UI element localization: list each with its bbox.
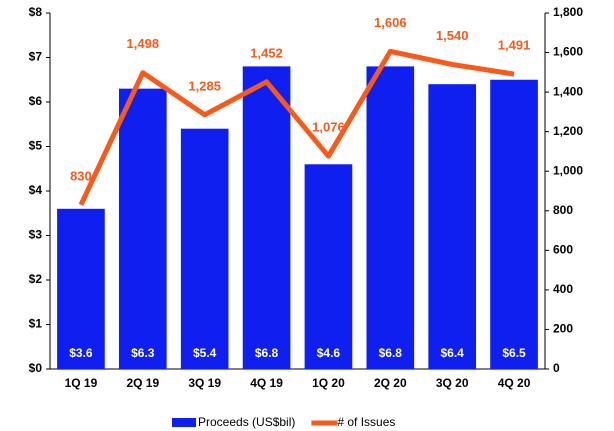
y2-tick-label: 400 bbox=[553, 282, 573, 296]
bar-value-label: $5.4 bbox=[193, 346, 217, 360]
x-tick-label: 2Q 19 bbox=[126, 376, 159, 390]
bar bbox=[180, 128, 229, 369]
y-tick-label: $1 bbox=[29, 317, 43, 331]
bar bbox=[304, 164, 353, 369]
bar bbox=[366, 66, 415, 370]
bar-value-label: $6.8 bbox=[255, 346, 279, 360]
y-tick-label: $6 bbox=[29, 94, 43, 108]
line-value-label: 1,076 bbox=[312, 120, 345, 135]
x-tick-label: 3Q 19 bbox=[188, 376, 221, 390]
line-value-label: 1,498 bbox=[127, 36, 160, 51]
bar bbox=[57, 208, 105, 369]
y2-tick-label: 1,200 bbox=[553, 124, 583, 138]
x-tick-label: 1Q 19 bbox=[65, 376, 98, 390]
bar bbox=[490, 79, 538, 369]
bar-value-label: $6.3 bbox=[131, 346, 155, 360]
bar-value-label: $3.6 bbox=[69, 346, 93, 360]
y-tick-label: $5 bbox=[29, 139, 43, 153]
y-tick-label: $0 bbox=[29, 361, 43, 375]
y-tick-label: $7 bbox=[29, 50, 43, 64]
x-tick-label: 4Q 19 bbox=[250, 376, 283, 390]
y2-tick-label: 1,600 bbox=[553, 45, 583, 59]
y2-tick-label: 1,000 bbox=[553, 163, 583, 177]
line-value-label: 1,606 bbox=[374, 15, 407, 30]
legend-label: # of Issues bbox=[337, 415, 395, 429]
y2-tick-label: 1,800 bbox=[553, 5, 583, 19]
x-tick-label: 1Q 20 bbox=[312, 376, 345, 390]
bar-value-label: $6.4 bbox=[441, 346, 465, 360]
line-value-label: 830 bbox=[70, 168, 92, 183]
legend: Proceeds (US$bil) # of Issues bbox=[172, 415, 395, 429]
x-tick-label: 3Q 20 bbox=[436, 376, 469, 390]
line-value-label: 1,540 bbox=[436, 28, 469, 43]
y-tick-label: $3 bbox=[29, 228, 43, 242]
y2-tick-label: 200 bbox=[553, 322, 573, 336]
line-value-label: 1,452 bbox=[250, 45, 283, 60]
y2-tick-label: 1,400 bbox=[553, 84, 583, 98]
bar-value-label: $4.6 bbox=[317, 346, 341, 360]
line-value-label: 1,285 bbox=[188, 78, 221, 93]
bar bbox=[428, 84, 477, 369]
y-tick-label: $4 bbox=[29, 183, 43, 197]
x-tick-label: 2Q 20 bbox=[374, 376, 407, 390]
y2-tick-label: 800 bbox=[553, 203, 573, 217]
y2-tick-label: 600 bbox=[553, 243, 573, 257]
y-tick-label: $2 bbox=[29, 272, 43, 286]
line-value-label: 1,491 bbox=[498, 38, 531, 53]
line bbox=[78, 48, 515, 206]
bar-value-label: $6.8 bbox=[379, 346, 403, 360]
legend-swatch bbox=[172, 418, 196, 427]
bar-value-label: $6.5 bbox=[502, 346, 526, 360]
y-tick-label: $8 bbox=[29, 5, 43, 19]
y2-tick-label: 0 bbox=[553, 361, 560, 375]
bar bbox=[118, 88, 167, 370]
bar bbox=[242, 66, 291, 370]
legend-label: Proceeds (US$bil) bbox=[198, 415, 295, 429]
x-tick-label: 4Q 20 bbox=[498, 376, 531, 390]
